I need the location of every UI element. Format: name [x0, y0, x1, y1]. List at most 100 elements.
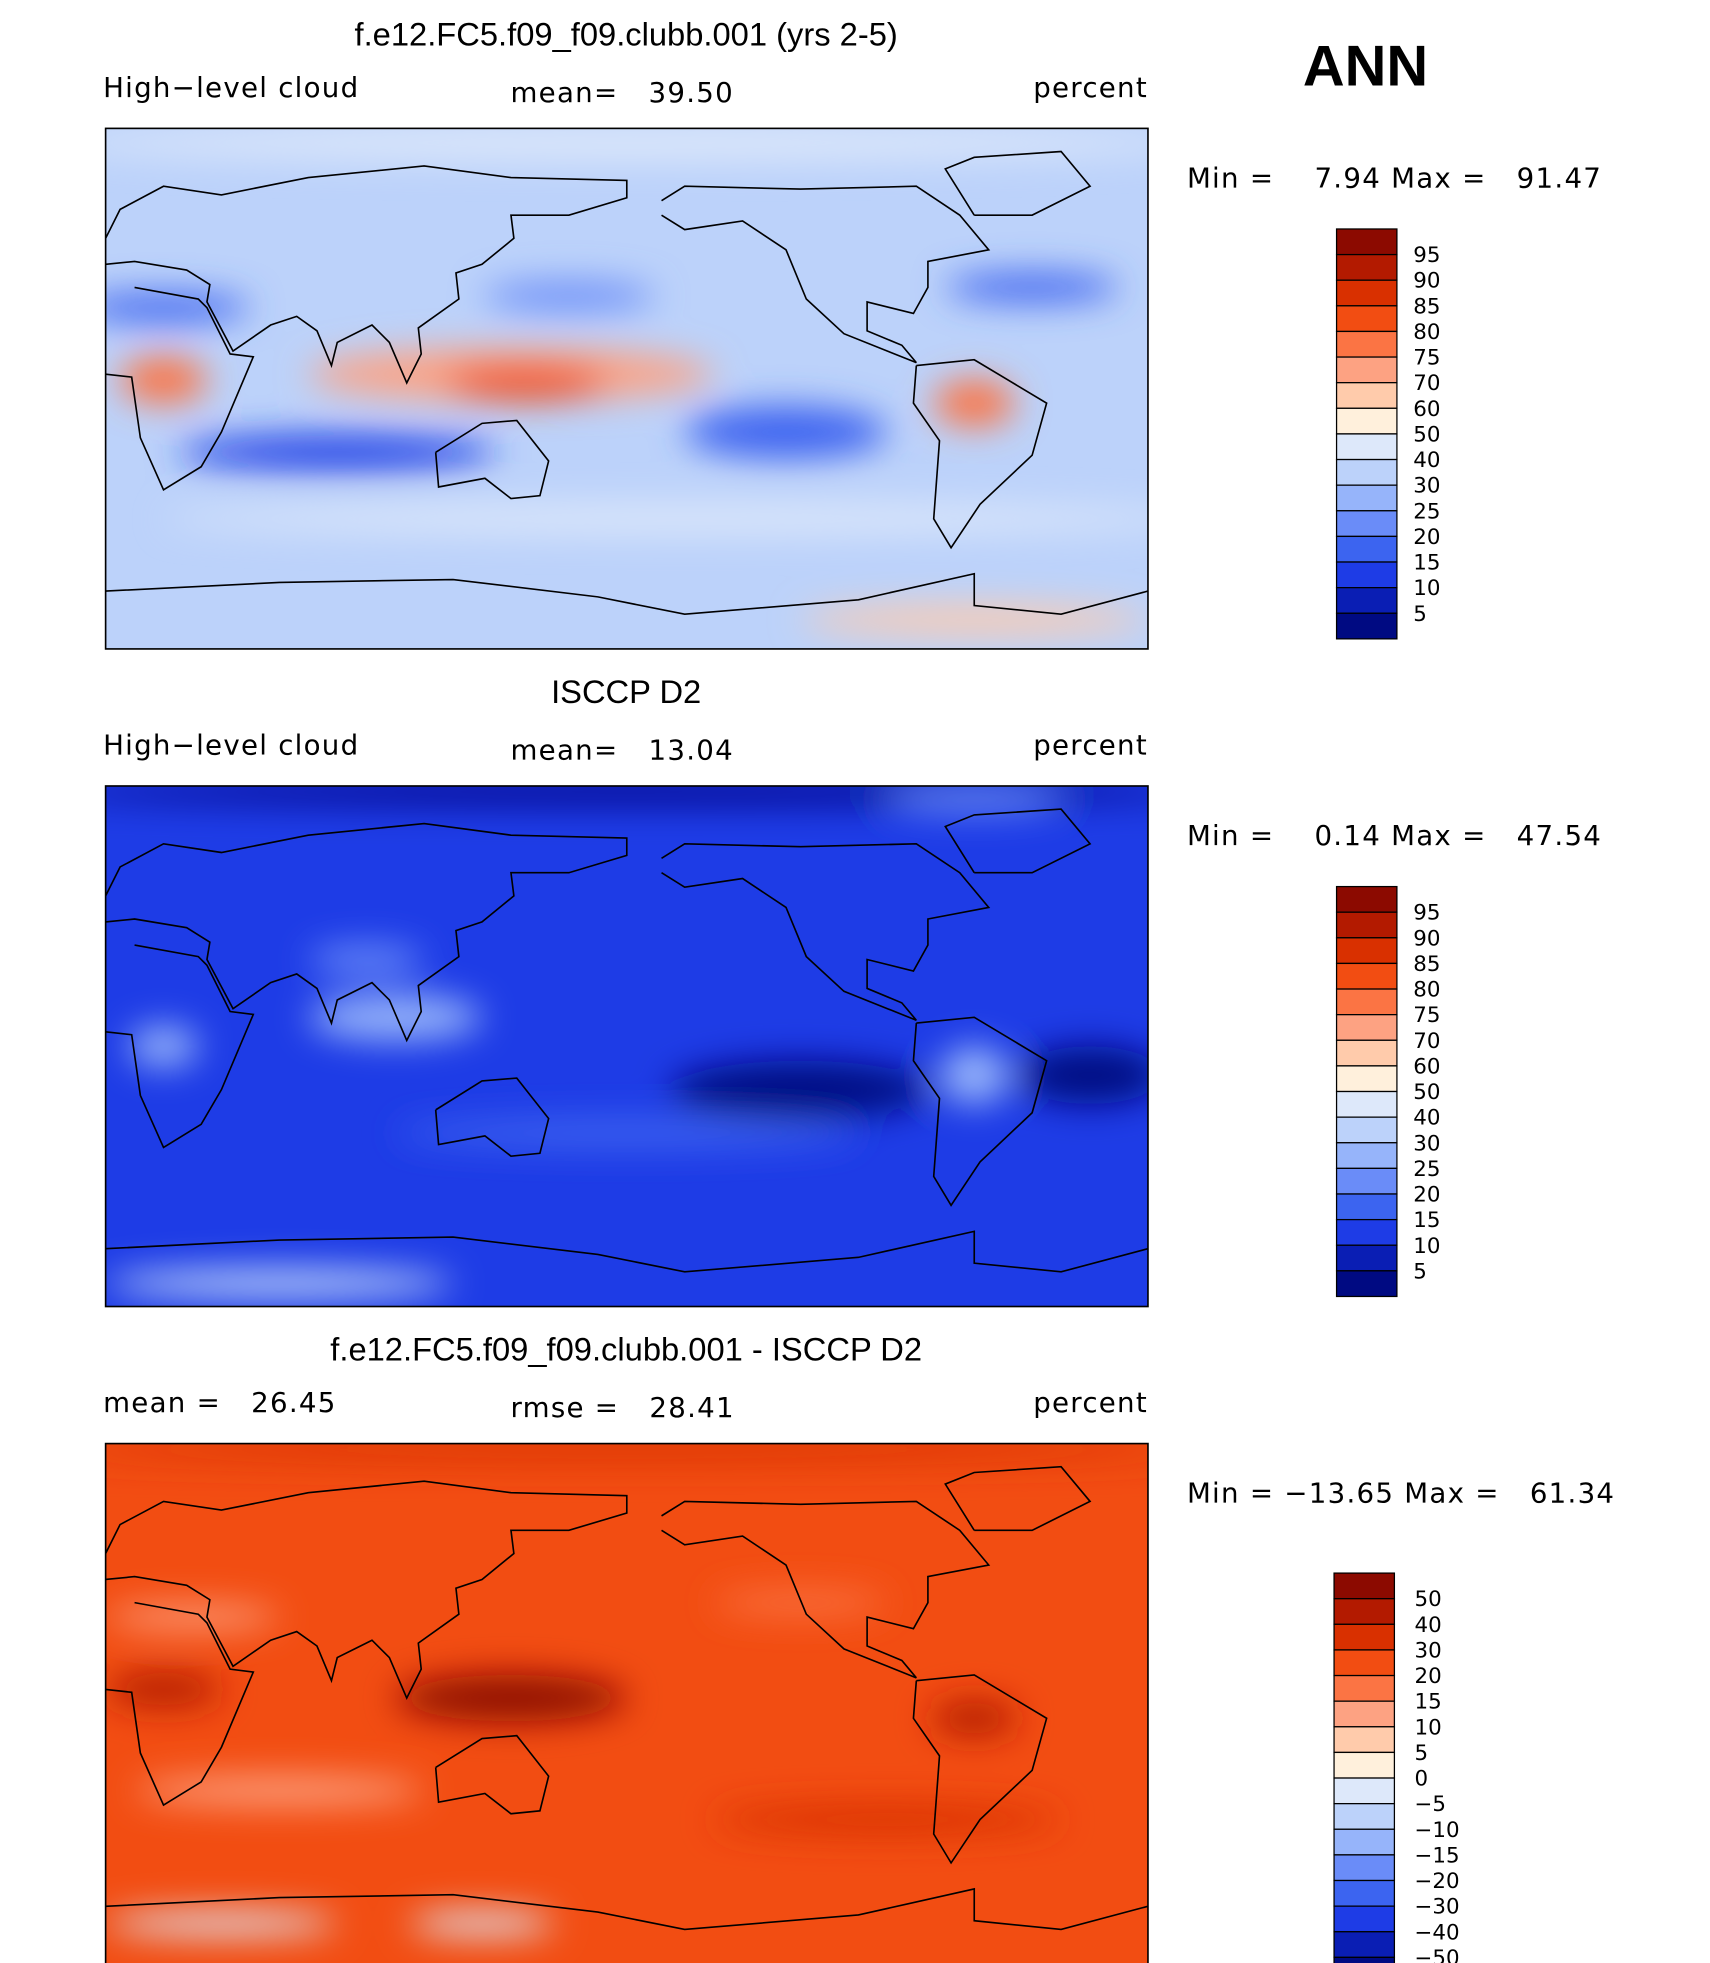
colorbar-label: 30	[1413, 1131, 1440, 1156]
colorbar-label: 20	[1413, 525, 1440, 550]
colorbar-box	[1333, 1751, 1396, 1779]
colorbar-label: 0	[1415, 1767, 1429, 1792]
colorbar-label: 20	[1415, 1664, 1442, 1689]
contour-region	[308, 945, 425, 974]
colorbar-box	[1335, 1116, 1398, 1144]
colorbar-label: 70	[1413, 1029, 1440, 1054]
colorbar-box	[1335, 612, 1398, 640]
colorbar-box	[1335, 561, 1398, 589]
colorbar-box	[1333, 1854, 1396, 1882]
panel-center-label: mean= 13.04	[510, 734, 734, 767]
coastline	[661, 185, 991, 364]
colorbar-box	[1335, 911, 1398, 939]
contour-region	[444, 365, 607, 401]
colorbar-box	[1335, 535, 1398, 563]
colorbar-box	[1335, 1014, 1398, 1041]
contour-region	[933, 379, 1015, 427]
colorbar-label: 25	[1413, 1157, 1440, 1182]
colorbar-box	[1333, 1623, 1396, 1651]
contour-region	[930, 1700, 1018, 1736]
colorbar-box	[1335, 988, 1398, 1016]
colorbar-box	[1335, 433, 1398, 461]
contour-region	[128, 1026, 199, 1067]
colorbar-label: 50	[1413, 422, 1440, 447]
colorbar-box	[1335, 407, 1398, 435]
colorbar-box	[1335, 228, 1398, 256]
panel-center-label: rmse = 28.41	[510, 1391, 734, 1424]
colorbar-label: −10	[1415, 1818, 1460, 1843]
colorbar-label: 50	[1415, 1587, 1442, 1612]
contour-region	[395, 1674, 627, 1722]
colorbar-label: −5	[1415, 1792, 1447, 1817]
colorbar-label: 40	[1413, 448, 1440, 473]
colorbar-box	[1333, 1700, 1396, 1728]
colorbar-box	[1333, 1649, 1396, 1677]
colorbar-label: 85	[1413, 952, 1440, 977]
map	[105, 785, 1148, 1307]
colorbar-label: 90	[1413, 269, 1440, 294]
contour-region	[163, 504, 1148, 534]
colorbar-box	[1335, 1193, 1398, 1221]
colorbar-box	[1333, 1956, 1396, 1963]
panel-title: f.e12.FC5.f09_f09.clubb.001 (yrs 2-5)	[355, 15, 898, 52]
contour-region	[105, 1605, 280, 1629]
colorbar-box	[1335, 1218, 1398, 1246]
coastline	[661, 1500, 991, 1679]
panel-title: f.e12.FC5.f09_f09.clubb.001 - ISCCP D2	[330, 1331, 922, 1368]
colorbar-box	[1335, 1142, 1398, 1170]
colorbar-label: 10	[1413, 576, 1440, 601]
contour-region	[887, 788, 1062, 813]
colorbar-box	[1335, 458, 1398, 486]
colorbar-label: 95	[1413, 243, 1440, 268]
contour-region	[105, 293, 251, 323]
contour-field	[105, 128, 1148, 635]
panel-units: percent	[1033, 71, 1148, 104]
colorbar-box	[1333, 1726, 1396, 1754]
colorbar-box	[1335, 1244, 1398, 1272]
map	[105, 1443, 1148, 1963]
min-max: Min = 0.14 Max = 47.54	[1187, 819, 1602, 852]
colorbar-box	[1335, 1270, 1398, 1298]
map-frame	[104, 127, 1149, 650]
min-max: Min = 7.94 Max = 91.47	[1187, 161, 1602, 194]
contour-field	[105, 785, 1148, 1298]
colorbar-label: −20	[1415, 1869, 1460, 1894]
contour-region	[1017, 1046, 1148, 1105]
contour-region	[409, 1912, 555, 1936]
contour-region	[939, 1046, 1009, 1105]
map	[105, 128, 1148, 649]
colorbar-box	[1335, 1065, 1398, 1093]
colorbar-box	[1335, 1090, 1398, 1118]
colorbar-box	[1335, 305, 1398, 333]
colorbar-box	[1333, 1931, 1396, 1958]
colorbar-label: 5	[1413, 1259, 1427, 1284]
colorbar-label: 80	[1413, 978, 1440, 1003]
colorbar-label: 40	[1415, 1613, 1442, 1638]
colorbar-box	[1333, 1777, 1396, 1805]
colorbar-label: −30	[1415, 1895, 1460, 1920]
colorbar-box	[1333, 1828, 1396, 1856]
contour-region	[178, 434, 497, 470]
colorbar-box	[1333, 1803, 1396, 1830]
colorbar-label: 85	[1413, 294, 1440, 319]
coastline	[944, 808, 1092, 874]
contour-region	[105, 1912, 338, 1936]
colorbar-box	[1333, 1905, 1396, 1933]
coastline	[105, 944, 255, 1149]
coastline	[912, 1674, 1048, 1865]
colorbar-label: 30	[1415, 1638, 1442, 1663]
contour-region	[482, 281, 656, 311]
colorbar-label: 50	[1413, 1080, 1440, 1105]
contour-region	[684, 406, 888, 459]
colorbar-label: 60	[1413, 397, 1440, 422]
map-frame	[104, 785, 1149, 1308]
coastline	[434, 419, 550, 500]
colorbar-box	[1335, 330, 1398, 358]
contour-region	[120, 356, 207, 404]
coastline	[434, 1734, 550, 1815]
coastline	[105, 1480, 628, 1701]
colorbar-box	[1335, 885, 1398, 913]
colorbar-box	[1335, 1039, 1398, 1067]
colorbar-box	[1335, 279, 1398, 307]
